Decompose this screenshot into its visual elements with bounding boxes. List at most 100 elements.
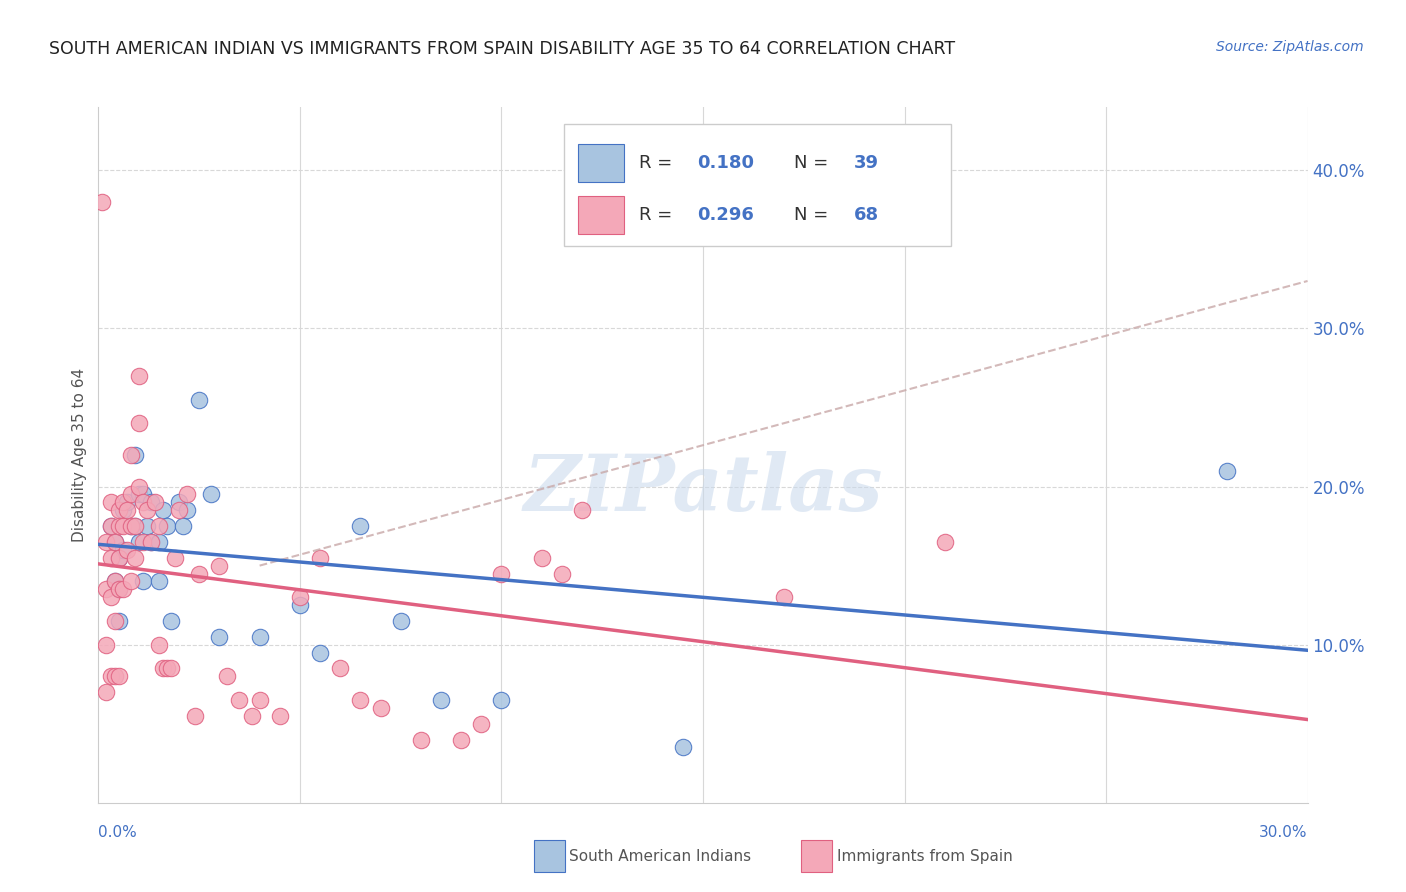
Point bbox=[139, 534, 162, 549]
Point bbox=[124, 550, 146, 565]
Text: 68: 68 bbox=[855, 206, 879, 224]
Point bbox=[100, 495, 122, 509]
Text: Source: ZipAtlas.com: Source: ZipAtlas.com bbox=[1216, 40, 1364, 54]
Point bbox=[430, 693, 453, 707]
Point bbox=[128, 534, 150, 549]
Text: South American Indians: South American Indians bbox=[569, 849, 752, 863]
Text: R =: R = bbox=[638, 153, 678, 171]
Text: N =: N = bbox=[793, 153, 834, 171]
Point bbox=[470, 716, 492, 731]
Text: 0.296: 0.296 bbox=[697, 206, 754, 224]
Point bbox=[530, 550, 553, 565]
Point bbox=[100, 519, 122, 533]
Point bbox=[208, 630, 231, 644]
Y-axis label: Disability Age 35 to 64: Disability Age 35 to 64 bbox=[72, 368, 87, 542]
Point bbox=[100, 591, 122, 605]
Point bbox=[1216, 464, 1239, 478]
Point bbox=[571, 503, 593, 517]
Point bbox=[249, 693, 271, 707]
Text: N =: N = bbox=[793, 206, 834, 224]
Point bbox=[120, 487, 142, 501]
Point bbox=[672, 740, 695, 755]
FancyBboxPatch shape bbox=[564, 124, 950, 246]
Point bbox=[389, 614, 412, 628]
Point bbox=[491, 566, 513, 581]
Point bbox=[128, 479, 150, 493]
Point bbox=[269, 708, 291, 723]
FancyBboxPatch shape bbox=[578, 144, 624, 182]
Point bbox=[176, 487, 198, 501]
Point bbox=[409, 732, 432, 747]
Point bbox=[228, 693, 250, 707]
Point bbox=[111, 519, 134, 533]
Point bbox=[103, 669, 125, 683]
Point bbox=[96, 638, 118, 652]
Point bbox=[172, 519, 194, 533]
Point bbox=[107, 614, 129, 628]
Point bbox=[200, 487, 222, 501]
Point bbox=[120, 519, 142, 533]
Point bbox=[107, 550, 129, 565]
Point bbox=[124, 519, 146, 533]
Point bbox=[139, 495, 162, 509]
Point bbox=[152, 661, 174, 675]
Point bbox=[148, 534, 170, 549]
Point bbox=[135, 519, 157, 533]
Point bbox=[132, 487, 155, 501]
Text: 39: 39 bbox=[855, 153, 879, 171]
Point bbox=[128, 417, 150, 431]
Point bbox=[103, 574, 125, 589]
Point bbox=[156, 661, 179, 675]
Text: R =: R = bbox=[638, 206, 678, 224]
Text: 0.0%: 0.0% bbox=[98, 825, 138, 840]
Point bbox=[139, 534, 162, 549]
Point bbox=[249, 630, 271, 644]
Point bbox=[551, 566, 574, 581]
Point bbox=[163, 550, 186, 565]
Point bbox=[370, 701, 392, 715]
Text: ZIPatlas: ZIPatlas bbox=[523, 451, 883, 528]
Point bbox=[217, 669, 239, 683]
Point bbox=[96, 534, 118, 549]
Point bbox=[184, 708, 207, 723]
Point bbox=[100, 550, 122, 565]
Point bbox=[148, 519, 170, 533]
Text: SOUTH AMERICAN INDIAN VS IMMIGRANTS FROM SPAIN DISABILITY AGE 35 TO 64 CORRELATI: SOUTH AMERICAN INDIAN VS IMMIGRANTS FROM… bbox=[49, 40, 955, 58]
Point bbox=[148, 638, 170, 652]
Point bbox=[111, 503, 134, 517]
Point bbox=[107, 582, 129, 597]
Point bbox=[111, 495, 134, 509]
Point bbox=[128, 368, 150, 383]
Point bbox=[103, 534, 125, 549]
Point bbox=[100, 669, 122, 683]
Point bbox=[132, 534, 155, 549]
Point bbox=[128, 487, 150, 501]
Point bbox=[188, 566, 211, 581]
Point bbox=[288, 598, 311, 612]
Point bbox=[96, 582, 118, 597]
Text: Immigrants from Spain: Immigrants from Spain bbox=[837, 849, 1012, 863]
Point bbox=[208, 558, 231, 573]
Point bbox=[107, 550, 129, 565]
Point bbox=[107, 503, 129, 517]
Point bbox=[176, 503, 198, 517]
Point bbox=[115, 542, 138, 557]
Point bbox=[772, 591, 794, 605]
Point bbox=[240, 708, 263, 723]
Point bbox=[934, 534, 956, 549]
Point bbox=[120, 574, 142, 589]
Point bbox=[103, 534, 125, 549]
Point bbox=[156, 519, 179, 533]
Text: 0.180: 0.180 bbox=[697, 153, 754, 171]
Point bbox=[115, 503, 138, 517]
Point bbox=[152, 503, 174, 517]
Point bbox=[107, 669, 129, 683]
Point bbox=[103, 614, 125, 628]
Point bbox=[491, 693, 513, 707]
Point bbox=[111, 582, 134, 597]
FancyBboxPatch shape bbox=[578, 195, 624, 234]
Point bbox=[160, 614, 183, 628]
Point bbox=[111, 542, 134, 557]
Point bbox=[143, 495, 166, 509]
Point bbox=[132, 574, 155, 589]
